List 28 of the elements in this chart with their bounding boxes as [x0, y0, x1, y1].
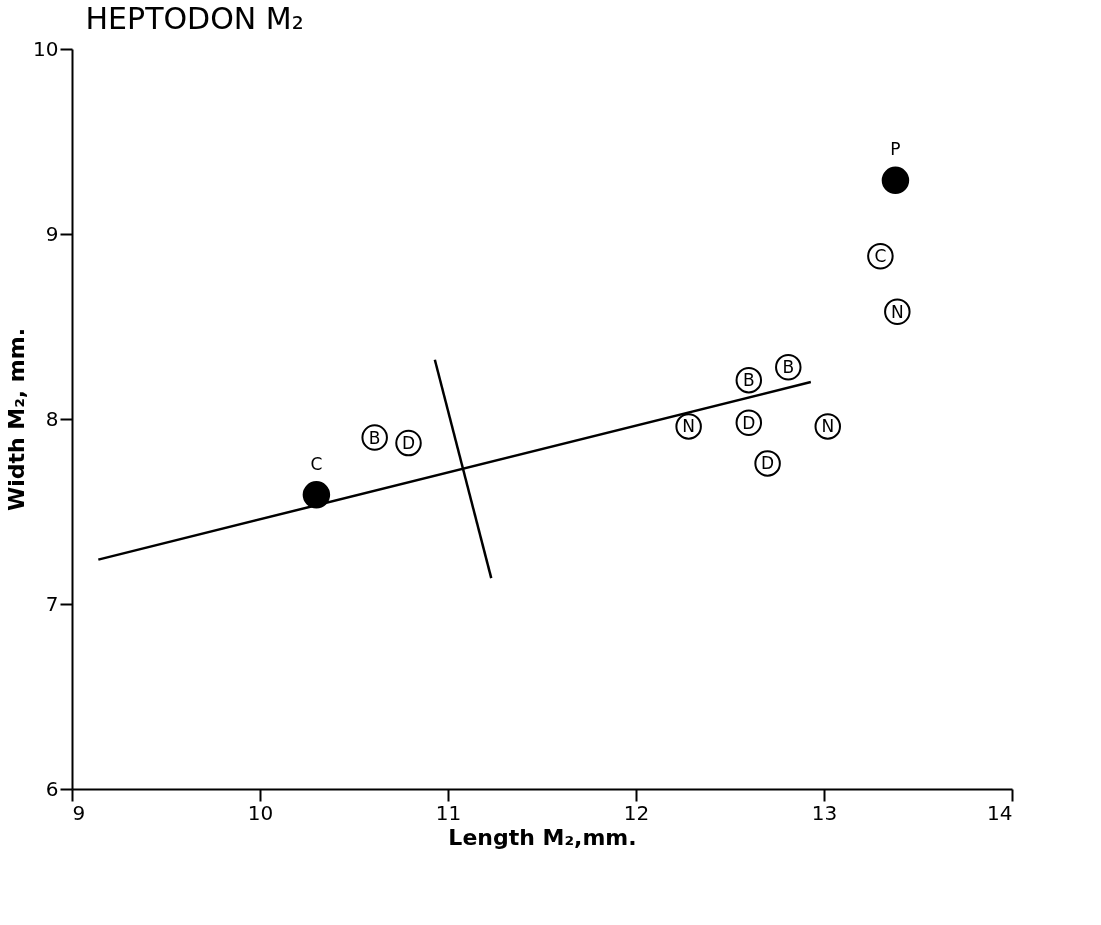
x-tick-label: 9 — [72, 800, 86, 825]
y-tick-label: 7 — [45, 591, 59, 616]
data-label: N — [821, 416, 835, 437]
x-tick-label: 11 — [435, 800, 462, 825]
point — [302, 481, 331, 509]
data-label: D — [401, 433, 416, 454]
x-axis-title: Length M₂,mm. — [448, 824, 637, 850]
data-label: B — [368, 427, 381, 448]
y-tick-label: 10 — [33, 36, 59, 61]
data-label: N — [682, 416, 695, 437]
data-label: N — [890, 301, 904, 322]
point — [881, 166, 910, 195]
x-tick-label: 14 — [987, 800, 1013, 825]
chart-title: HEPTODON M₂ — [85, 1, 304, 36]
data-label: C — [310, 453, 323, 474]
y-tick-label: 9 — [45, 221, 59, 246]
data-label: D — [742, 412, 756, 433]
data-label: B — [782, 357, 795, 378]
x-tick-label: 12 — [623, 800, 650, 825]
y-tick-label: 8 — [45, 406, 59, 431]
data-label: B — [742, 370, 755, 391]
data-label: P — [890, 139, 901, 160]
y-tick-label: 6 — [45, 776, 59, 801]
data-label: D — [761, 453, 775, 474]
y-axis-title: Width M₂, mm. — [4, 327, 30, 512]
x-tick-label: 10 — [247, 800, 274, 825]
data-label: C — [874, 246, 887, 267]
x-tick-label: 13 — [811, 800, 838, 825]
